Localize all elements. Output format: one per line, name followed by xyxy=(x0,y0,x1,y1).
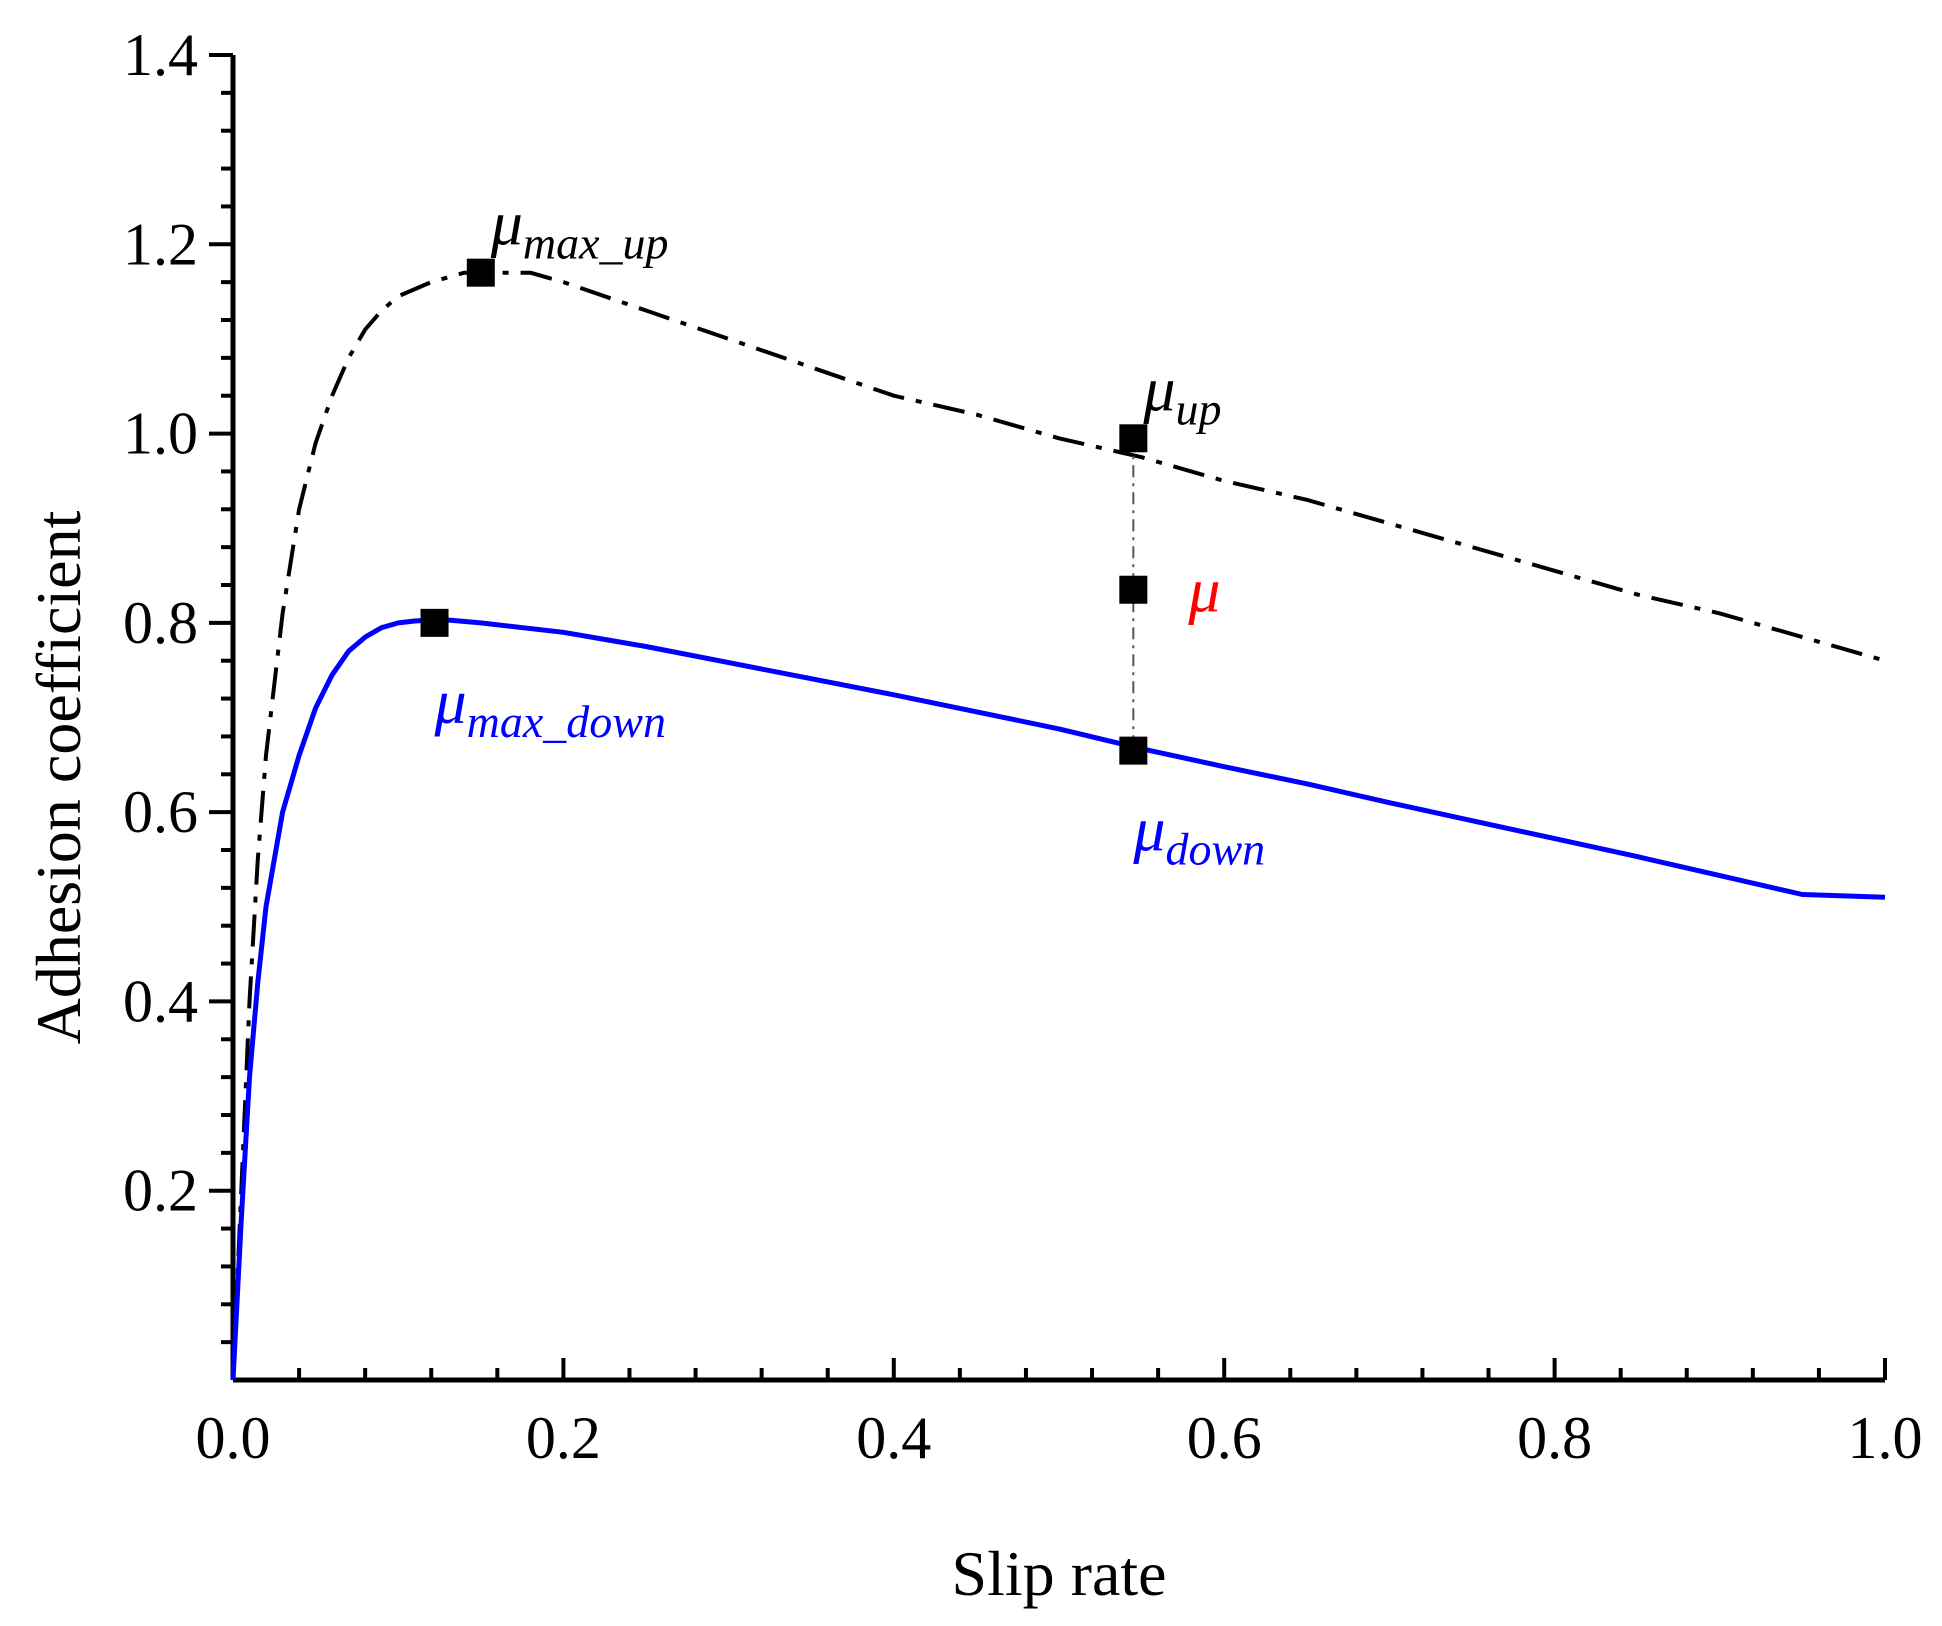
y-tick-label: 0.4 xyxy=(123,968,198,1034)
label-mu: μ xyxy=(1187,555,1220,626)
label-max-down-symbol: μ xyxy=(434,666,467,737)
lower-curve-line xyxy=(230,617,1886,1381)
y-tick-label: 1.0 xyxy=(123,401,198,467)
y-tick-label: 0.8 xyxy=(123,590,198,656)
chart-axes xyxy=(230,55,1885,1383)
marker-mu xyxy=(1119,575,1148,604)
y-tick-label: 0.2 xyxy=(123,1158,198,1224)
label-up-subscript: up xyxy=(1175,383,1221,434)
label-down: μdown xyxy=(1132,794,1265,875)
marker-down xyxy=(1119,736,1148,765)
label-down-symbol: μ xyxy=(1132,794,1165,865)
label-mu-symbol: μ xyxy=(1187,555,1220,626)
chart-markers xyxy=(420,258,1148,765)
label-max-up: μmax_up xyxy=(490,188,669,269)
x-tick-label: 0.4 xyxy=(856,1405,931,1471)
label-max-down-subscript: max_down xyxy=(467,696,666,747)
chart-series xyxy=(230,270,1886,1381)
label-max-up-symbol: μ xyxy=(490,188,523,259)
y-tick-label: 0.6 xyxy=(123,779,198,845)
x-tick-label: 0.6 xyxy=(1187,1405,1262,1471)
label-up: μup xyxy=(1142,353,1221,434)
label-up-symbol: μ xyxy=(1142,353,1175,424)
marker-max-down xyxy=(420,608,449,637)
upper-curve-line xyxy=(231,270,1886,1381)
y-tick-label: 1.2 xyxy=(123,211,198,277)
x-axis-title: Slip rate xyxy=(951,1538,1166,1609)
marker-max-up xyxy=(466,258,495,287)
y-tick-label: 1.4 xyxy=(123,22,198,88)
chart-ticks: 0.0 0.2 0.4 0.6 0.8 1.0 0.2 0.4 0.6 0.8 1.0 1.2 1.4 xyxy=(123,22,1923,1471)
label-max-down: μmax_down xyxy=(434,666,666,747)
label-down-subscript: down xyxy=(1165,824,1265,875)
marker-up xyxy=(1119,424,1148,453)
x-tick-label: 1.0 xyxy=(1848,1405,1923,1471)
y-axis-title: Adhesion coefficient xyxy=(23,510,94,1044)
x-tick-label: 0.2 xyxy=(526,1405,601,1471)
x-tick-label: 0.8 xyxy=(1517,1405,1592,1471)
label-max-up-subscript: max_up xyxy=(523,218,669,269)
x-tick-label: 0.0 xyxy=(196,1405,271,1471)
